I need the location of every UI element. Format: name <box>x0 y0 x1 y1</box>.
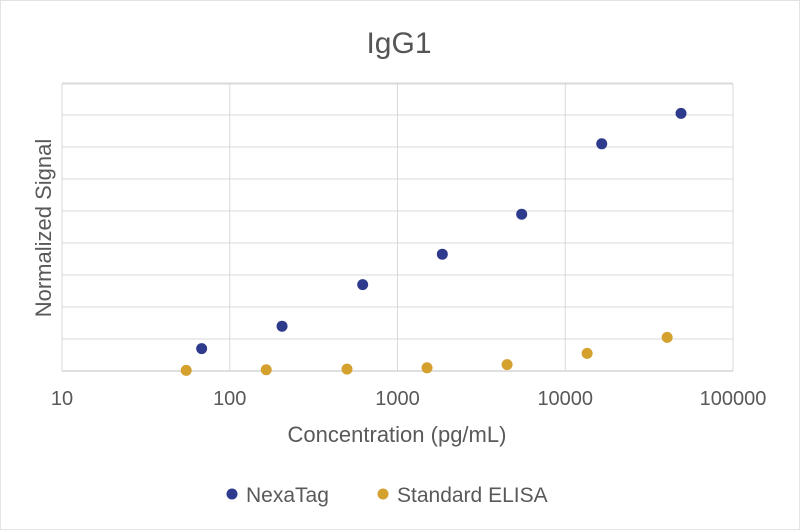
legend-marker <box>377 488 389 500</box>
x-tick-label: 100000 <box>700 388 767 410</box>
data-point <box>357 279 369 291</box>
x-axis-ticks: 10 100 1000 10000 100000 <box>51 388 767 410</box>
data-point <box>675 107 687 119</box>
legend: NexaTag Standard ELISA <box>226 484 548 507</box>
data-point <box>581 347 593 359</box>
legend-label: Standard ELISA <box>397 484 548 507</box>
chart-title: IgG1 <box>366 27 431 60</box>
legend-marker <box>226 488 238 500</box>
data-point <box>661 331 673 343</box>
x-tick-label: 10 <box>51 388 73 410</box>
data-point <box>596 138 608 150</box>
data-point <box>341 363 353 375</box>
data-point <box>421 362 433 374</box>
data-points <box>180 107 687 376</box>
data-point <box>436 248 448 260</box>
data-point <box>196 343 208 355</box>
data-point <box>501 359 513 371</box>
data-point <box>516 208 528 220</box>
legend-label: NexaTag <box>246 484 329 507</box>
data-point <box>276 320 288 332</box>
data-point <box>180 364 192 376</box>
data-point <box>260 364 272 376</box>
x-tick-label: 10000 <box>537 388 593 410</box>
y-axis-title: Normalized Signal <box>31 139 56 318</box>
x-tick-label: 100 <box>213 388 246 410</box>
x-tick-label: 1000 <box>375 388 420 410</box>
plot-grid <box>61 82 734 372</box>
x-axis-title: Concentration (pg/mL) <box>288 422 507 447</box>
